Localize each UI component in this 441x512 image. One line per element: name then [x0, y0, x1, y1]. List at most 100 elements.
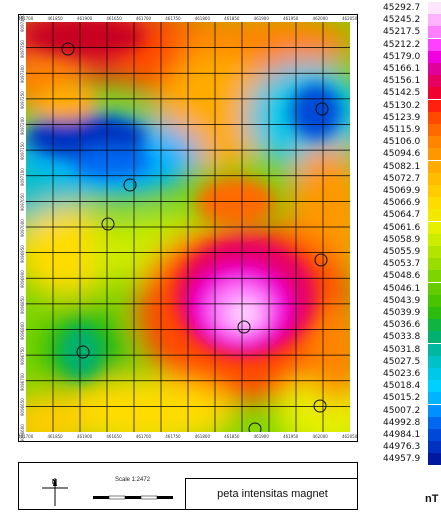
legend-value: 45292.7	[383, 3, 421, 13]
scale-label: Scale 1:2472	[115, 477, 151, 483]
legend-entry: 45292.7	[380, 2, 441, 14]
legend-entry: 45123.9	[380, 111, 441, 124]
legend-value: 44984.1	[383, 430, 421, 440]
legend-entry: 45066.9	[380, 197, 441, 210]
legend-value: 45039.9	[383, 308, 421, 318]
scale-bar	[93, 495, 173, 500]
legend-value: 45179.0	[383, 51, 421, 62]
legend-swatch	[428, 233, 441, 246]
legend-swatch	[428, 258, 441, 271]
legend-swatch	[428, 294, 441, 307]
legend-entry: 45142.5	[380, 87, 441, 100]
x-tick-label: 461850	[47, 16, 63, 21]
legend-value: 45046.1	[383, 283, 421, 294]
legend-swatch	[428, 355, 441, 368]
y-tick-label: 9097350	[20, 39, 25, 58]
legend-value: 45048.6	[383, 271, 421, 282]
x-tick-label: 461700	[135, 434, 152, 439]
legend-value: 45055.9	[383, 247, 421, 257]
legend-entry: 44957.9	[380, 453, 441, 466]
y-tick-label: 9096950	[20, 244, 25, 263]
legend-swatch	[428, 111, 441, 124]
x-tick-label: 461800	[194, 16, 210, 21]
legend-swatch	[428, 50, 441, 63]
legend-entry: 45023.6	[380, 368, 441, 380]
y-tick-label: 9096850	[20, 296, 25, 314]
legend-entry: 45166.1	[380, 63, 441, 75]
legend-entry: 45069.9	[380, 185, 441, 197]
legend-entry: 45043.9	[380, 294, 441, 307]
y-tick-label: 9097300	[20, 65, 25, 84]
legend-swatch	[428, 2, 441, 14]
legend-swatch	[428, 197, 441, 210]
legend-entry: 45082.1	[380, 160, 441, 173]
y-tick-label: 9097150	[20, 142, 25, 161]
legend-swatch	[428, 331, 441, 344]
station-marker	[248, 422, 262, 432]
legend-entry: 45156.1	[380, 75, 441, 88]
legend-entry: 45033.8	[380, 331, 441, 344]
legend-value: 45033.8	[383, 332, 421, 343]
legend-value: 45212.2	[383, 39, 421, 50]
legend-swatch	[428, 270, 441, 283]
legend-swatch	[428, 221, 441, 234]
legend-swatch	[428, 87, 441, 100]
legend-value: 45245.2	[383, 15, 421, 26]
legend-value: 45217.5	[383, 27, 421, 38]
legend-swatch	[428, 148, 441, 161]
legend-value: 45142.5	[383, 88, 421, 99]
legend-swatch	[428, 209, 441, 222]
legend-swatch	[428, 392, 441, 405]
legend-swatch	[428, 160, 441, 173]
station-marker	[123, 178, 137, 192]
y-tick-label: 9097100	[20, 167, 25, 186]
legend-swatch	[428, 307, 441, 319]
legend-entry: 44984.1	[380, 429, 441, 441]
legend-entry: 45039.9	[380, 307, 441, 319]
legend-value: 45027.5	[383, 356, 421, 367]
north-label: N	[52, 479, 58, 486]
legend-value: 45082.1	[383, 161, 421, 172]
legend-entry: 45106.0	[380, 136, 441, 149]
station-marker	[315, 102, 329, 116]
legend-swatch	[428, 453, 441, 466]
legend-swatch	[428, 75, 441, 88]
x-tick-label: 461700	[18, 434, 34, 439]
legend-value: 45015.2	[383, 393, 421, 404]
x-tick-label: 461800	[194, 434, 210, 439]
legend-entry: 45027.5	[380, 355, 441, 368]
y-tick-label: 9096800	[20, 321, 25, 340]
x-tick-label: 462000	[312, 434, 328, 439]
legend-entry: 45048.6	[380, 270, 441, 283]
legend-value: 45115.9	[383, 125, 421, 135]
legend-swatch	[428, 38, 441, 51]
y-tick-label: 9096650	[20, 398, 25, 417]
magnetic-intensity-map	[26, 22, 350, 432]
legend-entry: 45130.2	[380, 99, 441, 112]
legend-swatch	[428, 26, 441, 39]
legend-swatch	[428, 429, 441, 441]
legend-value: 45043.9	[383, 295, 421, 306]
legend-entry: 45115.9	[380, 124, 441, 136]
legend-value: 45023.6	[383, 369, 421, 379]
legend-entry: 45179.0	[380, 50, 441, 63]
station-marker	[313, 399, 327, 413]
legend-swatch	[428, 368, 441, 380]
legend-swatch	[428, 416, 441, 429]
legend-value: 44957.9	[383, 454, 421, 465]
legend-swatch	[428, 343, 441, 356]
legend-value: 45130.2	[383, 100, 421, 111]
legend-value: 45064.7	[383, 210, 421, 221]
legend-entry: 45007.2	[380, 404, 441, 417]
legend-entry: 45055.9	[380, 246, 441, 258]
legend-entry: 44992.8	[380, 416, 441, 429]
legend-value: 44992.8	[383, 417, 421, 428]
x-tick-label: 461950	[283, 16, 299, 21]
legend-value: 45072.7	[383, 173, 421, 184]
x-tick-label: 461700	[135, 16, 152, 21]
legend-value: 45058.9	[383, 234, 421, 245]
legend-value: 45166.1	[383, 64, 421, 74]
legend-entry: 45217.5	[380, 26, 441, 39]
station-marker	[101, 217, 115, 231]
x-tick-label: 461850	[224, 16, 240, 21]
